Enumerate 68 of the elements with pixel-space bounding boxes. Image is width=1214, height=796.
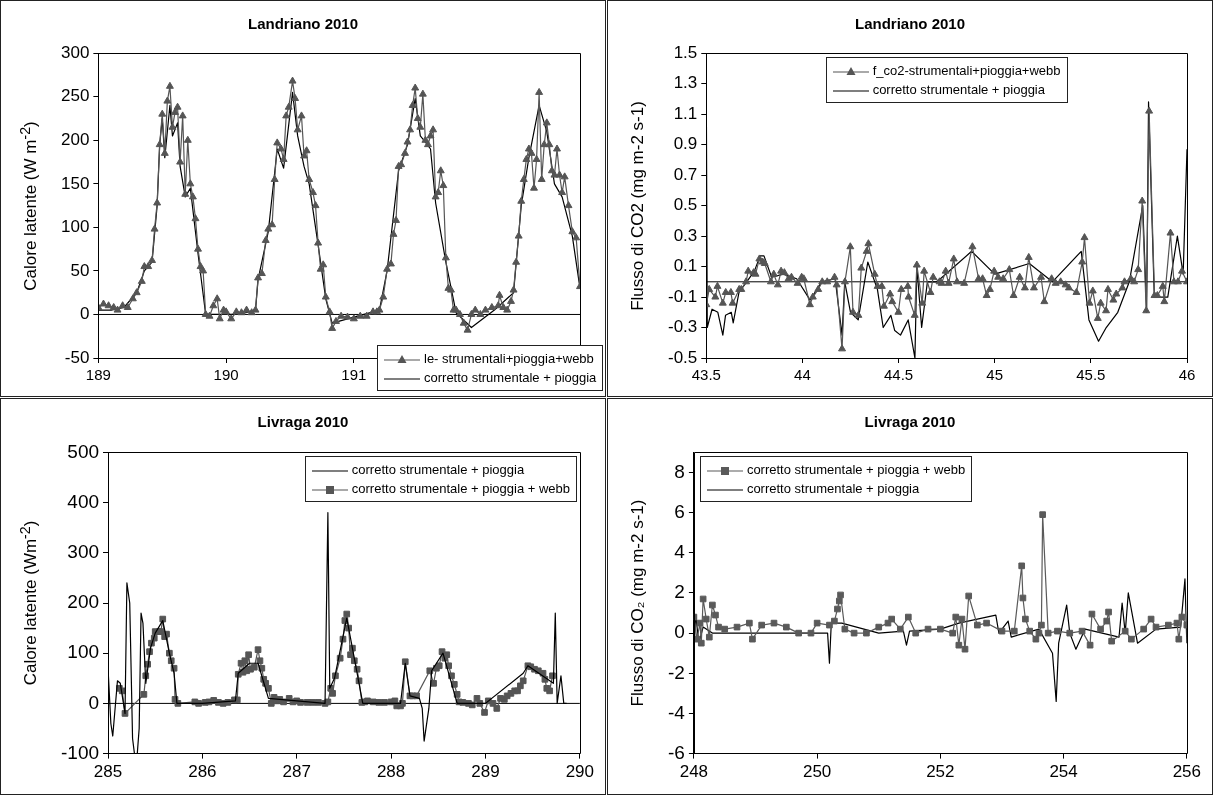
- y-tick-label: 0: [79, 304, 90, 324]
- x-tick-label: 43.5: [691, 366, 721, 384]
- x-tick-label: 189: [85, 366, 111, 384]
- y-tick-label: -100: [61, 741, 100, 763]
- x-tick-label: 286: [188, 762, 217, 782]
- x-tick-label: 45: [986, 366, 1004, 384]
- y-tick-label: 200: [60, 129, 90, 149]
- y-tick-label: 250: [60, 86, 90, 106]
- chart-title: Landriano 2010: [853, 15, 966, 32]
- x-tick-label: 252: [926, 762, 955, 782]
- y-tick-label: 8: [674, 460, 685, 482]
- y-tick-label: 300: [60, 42, 90, 62]
- legend-label: corretto strumentale + pioggia: [351, 462, 525, 478]
- y-tick-label: 400: [67, 490, 100, 512]
- y-tick-label: 0: [88, 691, 100, 713]
- y-tick-label: 100: [60, 217, 90, 237]
- y-tick-label: 1.1: [673, 103, 698, 123]
- x-tick-label: 191: [341, 366, 367, 384]
- x-tick-label: 287: [282, 762, 311, 782]
- y-tick-label: -4: [667, 701, 686, 723]
- legend-label: le- strumentali+pioggia+webb: [424, 351, 594, 366]
- y-tick-label: -0.1: [668, 286, 698, 306]
- y-tick-label: 1.5: [673, 42, 698, 62]
- legend-label: corretto strumentale + pioggia: [872, 82, 1045, 98]
- y-tick-label: 0.3: [673, 225, 698, 245]
- chart-title: Livraga 2010: [863, 413, 957, 430]
- x-tick-label: 290: [565, 762, 595, 782]
- legend-label: corretto strumentale + pioggia: [746, 481, 920, 497]
- y-tick-label: -0.3: [668, 317, 698, 337]
- x-tick-label: 190: [213, 366, 239, 384]
- x-tick-label: 46: [1178, 366, 1196, 384]
- x-tick-label: 44.5: [883, 366, 914, 384]
- y-tick-label: -6: [667, 741, 685, 763]
- y-tick-label: 0.5: [673, 195, 698, 215]
- y-tick-label: 500: [67, 440, 100, 462]
- y-tick-label: 300: [67, 541, 100, 563]
- x-tick-label: 289: [471, 762, 500, 782]
- y-tick-label: 100: [67, 641, 100, 663]
- y-tick-label: 0: [674, 621, 685, 643]
- y-tick-label: 150: [60, 173, 90, 193]
- y-tick-label: 0.9: [673, 134, 698, 154]
- y-tick-label: -0.5: [668, 347, 698, 367]
- y-tick-label: -2: [667, 661, 685, 683]
- legend-label: f_co2-strumentali+pioggia+webb: [872, 63, 1061, 79]
- x-tick-label: 45.5: [1076, 366, 1106, 384]
- legend-label: corretto strumentale + pioggia + webb: [351, 481, 571, 497]
- x-tick-label: 248: [679, 762, 709, 782]
- chart-title: Livraga 2010: [256, 413, 350, 430]
- x-tick-label: 285: [93, 762, 123, 782]
- x-tick-label: 250: [802, 762, 832, 782]
- y-tick-label: 2: [674, 581, 685, 603]
- x-tick-label: 288: [376, 762, 406, 782]
- y-tick-label: 1.3: [673, 73, 698, 93]
- y-axis-title: Flusso di CO2 (mg m-2 s-1): [628, 100, 648, 311]
- chart-title: Landriano 2010: [246, 15, 359, 32]
- legend-label: corretto strumentale + pioggia + webb: [746, 462, 966, 478]
- y-axis-title: Flusso di CO₂ (mg m-2 s-1): [628, 499, 648, 707]
- legend-label: corretto strumentale + pioggia: [424, 370, 597, 385]
- y-tick-label: 4: [674, 541, 686, 563]
- x-tick-label: 254: [1049, 762, 1078, 782]
- y-tick-label: 200: [67, 591, 100, 613]
- y-tick-label: 50: [70, 260, 90, 280]
- x-tick-label: 256: [1172, 762, 1202, 782]
- y-tick-label: 0.1: [673, 256, 698, 276]
- y-tick-label: -50: [64, 347, 90, 367]
- y-tick-label: 6: [674, 500, 685, 522]
- y-tick-label: 0.7: [673, 164, 698, 184]
- x-tick-label: 44: [794, 366, 811, 384]
